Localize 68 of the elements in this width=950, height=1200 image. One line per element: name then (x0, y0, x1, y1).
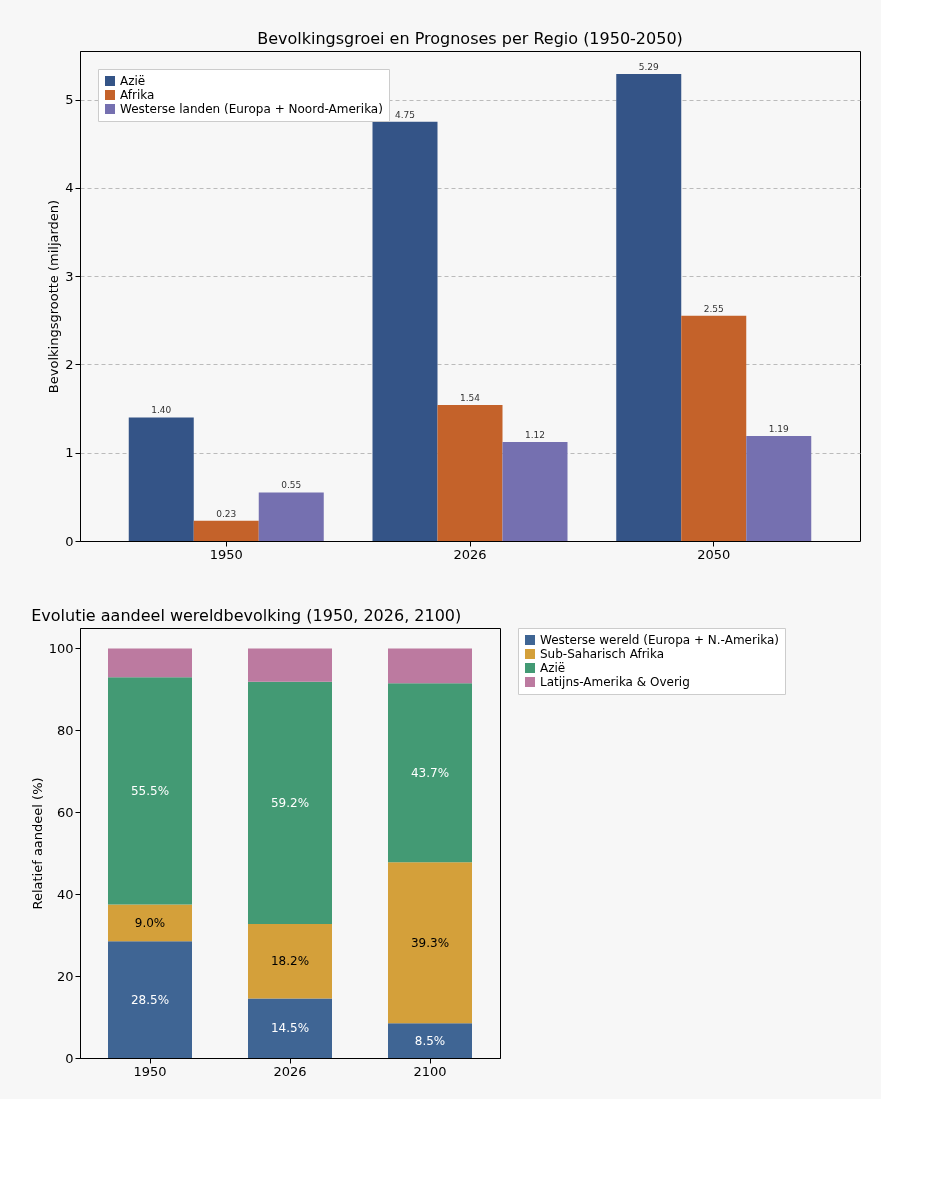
y-tick-label: 4 (65, 180, 74, 196)
data-label: 2.55 (703, 303, 724, 314)
y-axis-title: Relatief aandeel (%) (29, 777, 45, 910)
bar (248, 998, 332, 1058)
bar (616, 73, 682, 541)
y-tick-label: 100 (48, 640, 74, 656)
legend-label: Latijns-Amerika & Overig (540, 675, 690, 689)
bar (248, 681, 332, 925)
bar (108, 677, 192, 905)
y-tick-label: 20 (56, 968, 74, 984)
bar (388, 1023, 472, 1058)
bar (388, 862, 472, 1024)
chart-title: Bevolkingsgroei en Prognoses per Regio (1950-2050) (257, 29, 683, 48)
x-tick-label: 2026 (273, 1063, 307, 1079)
y-tick-label: 5 (65, 92, 74, 108)
data-label: 9.0% (134, 915, 166, 930)
legend-label: Westerse wereld (Europa + N.-Amerika) (540, 633, 779, 647)
data-label: 1.40 (151, 405, 172, 416)
bar (388, 648, 472, 684)
data-label: 59.2% (270, 795, 310, 810)
legend-label: Westerse landen (Europa + Noord-Amerika) (120, 102, 383, 116)
bar (258, 492, 324, 541)
bar (746, 435, 812, 541)
x-tick-label: 1950 (133, 1063, 167, 1079)
data-label: 18.2% (270, 954, 310, 969)
bar (108, 941, 192, 1058)
chart-title: Evolutie aandeel wereldbevolking (1950, 2026, 2100) (31, 605, 462, 625)
bar (502, 442, 568, 541)
bar (193, 520, 259, 541)
y-tick-label: 2 (65, 356, 74, 372)
bar (248, 924, 332, 999)
data-label: 0.55 (281, 480, 302, 491)
data-label: 14.5% (270, 1021, 310, 1036)
data-label: 5.29 (638, 61, 660, 72)
bar (108, 904, 192, 942)
x-tick-label: 1950 (209, 546, 243, 562)
bar (681, 315, 747, 541)
data-label: 55.5% (130, 783, 170, 798)
bar (108, 648, 192, 678)
data-label: 1.19 (768, 423, 790, 434)
bar (248, 648, 332, 682)
data-label: 0.23 (216, 508, 237, 519)
y-tick-label: 80 (56, 722, 74, 738)
data-label: 28.5% (130, 992, 170, 1007)
legend-label: Azië (540, 661, 566, 675)
x-tick-label: 2100 (413, 1063, 447, 1079)
y-tick-label: 60 (56, 804, 74, 820)
x-tick-label: 2050 (697, 546, 731, 562)
bar (437, 405, 503, 541)
data-label: 43.7% (410, 765, 450, 780)
data-label: 1.54 (459, 393, 481, 404)
data-label: 4.75 (394, 109, 416, 120)
y-tick-label: 0 (65, 533, 74, 549)
y-tick-label: 40 (56, 886, 74, 902)
bar (128, 417, 194, 541)
bar (372, 121, 438, 541)
legend-label: Azië (120, 74, 146, 88)
y-tick-label: 3 (65, 268, 74, 284)
x-tick-label: 2026 (453, 546, 487, 562)
legend-label: Afrika (120, 88, 155, 102)
bar (388, 683, 472, 863)
legend-label: Sub-Saharisch Afrika (540, 647, 665, 661)
data-label: 39.3% (410, 935, 450, 950)
y-tick-label: 1 (65, 445, 74, 461)
data-label: 8.5% (414, 1033, 446, 1048)
y-axis-title: Bevolkingsgrootte (miljarden) (46, 199, 62, 394)
y-tick-label: 0 (65, 1050, 74, 1066)
data-label: 1.12 (524, 430, 546, 441)
